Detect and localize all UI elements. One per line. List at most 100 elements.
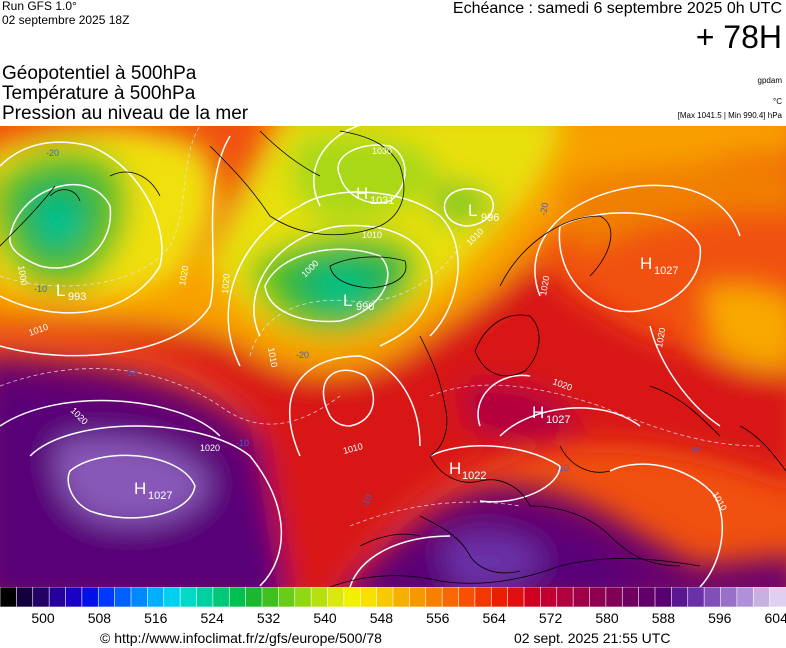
color-scale-swatch [359, 587, 378, 607]
color-scale-swatch [327, 587, 345, 607]
color-scale-swatch [179, 587, 198, 607]
color-scale-tick-label: 580 [595, 610, 619, 626]
color-scale-tick-label: 508 [87, 610, 112, 626]
color-scale-swatch [376, 587, 394, 607]
pressure-center-type: H [134, 479, 146, 498]
color-scale-swatch [65, 587, 83, 607]
isobar-label: 1000 [16, 265, 29, 286]
color-scale-swatch [32, 587, 50, 607]
color-scale-tick-label: 572 [538, 610, 563, 626]
color-scale-swatch [392, 587, 411, 607]
color-scale-swatch [97, 587, 116, 607]
isotherm-label: -20 [538, 202, 550, 217]
color-scale-tick-label: 604 [764, 610, 786, 626]
pressure-center-value: 1027 [546, 414, 570, 426]
color-scale-swatch [261, 587, 280, 607]
color-scale-tick-label: 588 [651, 610, 676, 626]
pressure-center-type: L [56, 281, 65, 300]
color-scale-swatch [523, 587, 542, 607]
run-label: Run GFS 1.0° [2, 0, 77, 13]
generation-time: 02 sept. 2025 21:55 UTC [514, 630, 671, 646]
color-scale-swatch [409, 587, 427, 607]
color-scale-swatch [130, 587, 149, 607]
color-scale-swatch [163, 587, 181, 607]
pressure-center-value: 993 [68, 291, 86, 303]
color-scale-swatch [671, 587, 689, 607]
color-scale-swatch [196, 587, 214, 607]
color-scale-swatch [687, 587, 705, 607]
forecast-hour: + 78H [695, 19, 782, 55]
title-geopotential: Géopotentiel à 500hPa [2, 63, 197, 84]
color-scale-swatch [81, 587, 100, 607]
source-url[interactable]: © http://www.infoclimat.fr/z/gfs/europe/… [100, 630, 382, 646]
isotherms [0, 126, 761, 527]
color-scale-swatch [228, 587, 247, 607]
color-scale-bar [0, 587, 786, 607]
pressure-range: [Max 1041.5 | Min 990.4] hPa [677, 111, 782, 120]
isobar-label: 1020 [220, 273, 232, 294]
color-scale-swatch [474, 587, 493, 607]
color-scale-swatch [245, 587, 263, 607]
color-scale-swatch [769, 587, 786, 607]
isobar-label: 1010 [362, 230, 382, 240]
color-scale-swatch [458, 587, 476, 607]
color-scale-swatch [441, 587, 460, 607]
color-scale-swatch [605, 587, 624, 607]
isotherm-label: -20 [296, 350, 309, 360]
isotherm-labels: -20 -20 -10 -20 -10 -10 -10 -10 -10 [34, 148, 701, 509]
color-scale-swatch [589, 587, 607, 607]
weather-map[interactable]: H 1027 L 993 L 990 H 1031 L 996 H 1027 H… [0, 126, 786, 587]
isotherm-label: -10 [556, 463, 569, 473]
unit-temperature: °C [773, 97, 782, 106]
color-scale-tick-label: 596 [708, 610, 732, 626]
pressure-center-type: L [468, 201, 477, 220]
unit-geopotential: gpdam [757, 76, 782, 85]
color-scale-tick-label: 500 [31, 610, 55, 626]
title-temperature: Température à 500hPa [2, 83, 196, 104]
isobar-label: 1020 [654, 327, 667, 348]
color-scale-swatch [114, 587, 132, 607]
color-scale-swatch [343, 587, 362, 607]
color-scale-swatch [638, 587, 656, 607]
color-scale-swatch [425, 587, 443, 607]
isotherm-label: -10 [124, 368, 137, 378]
isobar-label: 1030 [372, 146, 392, 156]
color-scale-swatch [147, 587, 165, 607]
pressure-center-value: 1027 [148, 490, 172, 502]
run-date: 02 septembre 2025 18Z [2, 13, 130, 27]
pressure-center-type: H [356, 184, 368, 203]
color-scale-tick-label: 548 [369, 610, 394, 626]
isotherm-label: -10 [236, 438, 249, 448]
color-scale-swatch [0, 587, 18, 607]
color-scale-tick-label: 524 [200, 610, 224, 626]
isotherm-label: -10 [688, 446, 701, 456]
color-scale-swatch [654, 587, 673, 607]
color-scale-swatch [703, 587, 722, 607]
pressure-center-type: H [449, 459, 461, 478]
title-pressure: Pression au niveau de la mer [2, 103, 249, 124]
color-scale-tick-label: 516 [144, 610, 168, 626]
color-scale-swatch [16, 587, 34, 607]
isobar-label: 1020 [538, 275, 551, 296]
pressure-center-type: H [640, 254, 652, 273]
color-scale-swatch [294, 587, 312, 607]
isotherm-label: -10 [34, 284, 47, 294]
color-scale-swatch [278, 587, 296, 607]
isotherm-label: -20 [46, 148, 59, 158]
color-scale-swatch [540, 587, 558, 607]
isobar-label: 1020 [200, 443, 220, 453]
pressure-center-value: 990 [356, 301, 374, 313]
isobar-label: 1020 [177, 265, 190, 286]
pressure-center-value: 1022 [462, 470, 486, 482]
forecast-valid-time: Echéance : samedi 6 septembre 2025 0h UT… [452, 0, 782, 17]
color-scale-swatch [490, 587, 509, 607]
color-scale-swatch [736, 587, 755, 607]
color-scale-tick-label: 532 [256, 610, 281, 626]
color-scale-swatch [572, 587, 591, 607]
color-scale-swatch [212, 587, 231, 607]
color-scale-tick-label: 564 [482, 610, 506, 626]
color-scale-swatch [48, 587, 67, 607]
color-scale-swatch [556, 587, 574, 607]
isobar-label: 1010 [266, 347, 279, 368]
pressure-center-value: 1031 [370, 195, 394, 207]
